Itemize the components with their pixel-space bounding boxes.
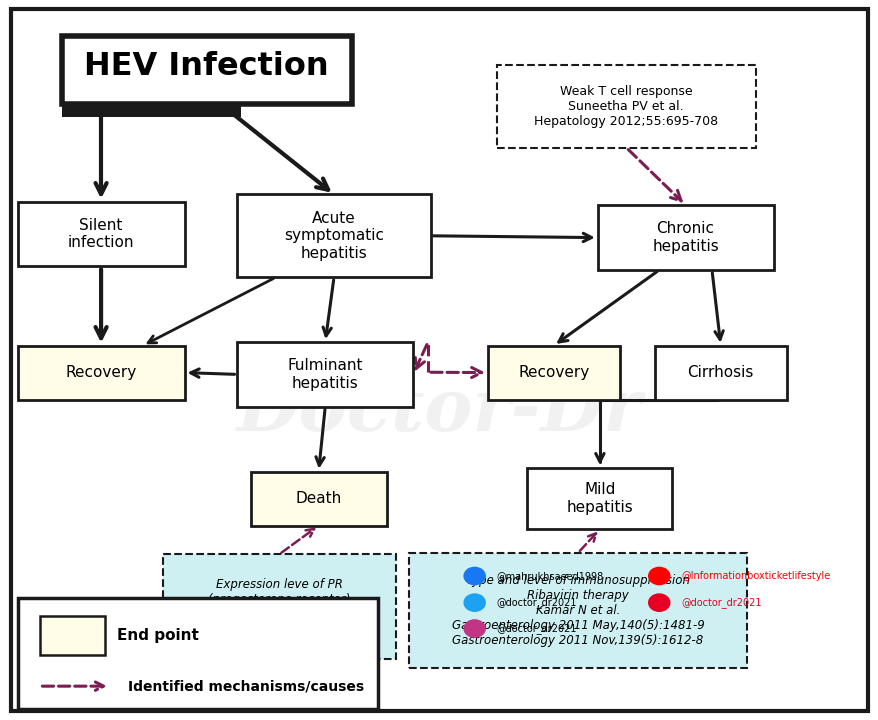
Text: Recovery: Recovery — [517, 365, 589, 380]
Text: @doctor_dr2021: @doctor_dr2021 — [496, 597, 577, 608]
Text: HEV Infection: HEV Infection — [84, 51, 328, 82]
Bar — [237, 342, 413, 407]
Text: Identified mechanisms/causes: Identified mechanisms/causes — [128, 679, 363, 693]
Text: @doctor_dr2021: @doctor_dr2021 — [680, 597, 761, 608]
Text: Death: Death — [295, 491, 342, 506]
Text: Mild
hepatitis: Mild hepatitis — [566, 482, 632, 515]
Circle shape — [464, 620, 485, 637]
Circle shape — [648, 567, 669, 585]
Text: Acute
symptomatic
hepatitis: Acute symptomatic hepatitis — [284, 211, 384, 261]
Text: Cirrhosis: Cirrhosis — [687, 365, 753, 380]
Text: @doctor_dr2021: @doctor_dr2021 — [496, 623, 577, 634]
Bar — [654, 346, 786, 400]
Bar — [496, 65, 755, 148]
Bar — [237, 194, 430, 277]
Bar — [597, 205, 773, 270]
Bar — [18, 598, 378, 709]
Circle shape — [464, 594, 485, 611]
Bar — [18, 346, 184, 400]
Bar — [40, 616, 105, 655]
Text: @Informationboxticketlifestyle: @Informationboxticketlifestyle — [680, 571, 830, 581]
Bar — [408, 553, 746, 668]
Text: End point: End point — [117, 628, 199, 643]
Bar — [61, 104, 241, 117]
Text: Expression leve of PR
(progesterone receptor)
Bose PD et al.
J. Hep 2011 Jun:54(: Expression leve of PR (progesterone rece… — [189, 577, 369, 636]
Text: Doctor-Dr: Doctor-Dr — [236, 375, 642, 446]
Bar — [162, 554, 395, 659]
Text: Weak T cell response
Suneetha PV et al.
Hepatology 2012;55:695-708: Weak T cell response Suneetha PV et al. … — [534, 85, 717, 127]
Text: @mahrukhsaeed1998: @mahrukhsaeed1998 — [496, 571, 603, 581]
Text: Fulminant
hepatitis: Fulminant hepatitis — [287, 359, 363, 390]
Bar — [250, 472, 386, 526]
Bar — [61, 36, 351, 104]
Bar — [487, 346, 619, 400]
Bar — [18, 202, 184, 266]
Text: Type and level of immunosuppression
Ribavirin therapy
Kamar N et al.
Gastroenter: Type and level of immunosuppression Riba… — [451, 574, 703, 647]
Bar — [527, 468, 672, 529]
Circle shape — [464, 567, 485, 585]
Text: Recovery: Recovery — [65, 365, 137, 380]
Text: Silent
infection: Silent infection — [68, 217, 134, 250]
Circle shape — [648, 594, 669, 611]
Text: Chronic
hepatitis: Chronic hepatitis — [651, 222, 718, 253]
